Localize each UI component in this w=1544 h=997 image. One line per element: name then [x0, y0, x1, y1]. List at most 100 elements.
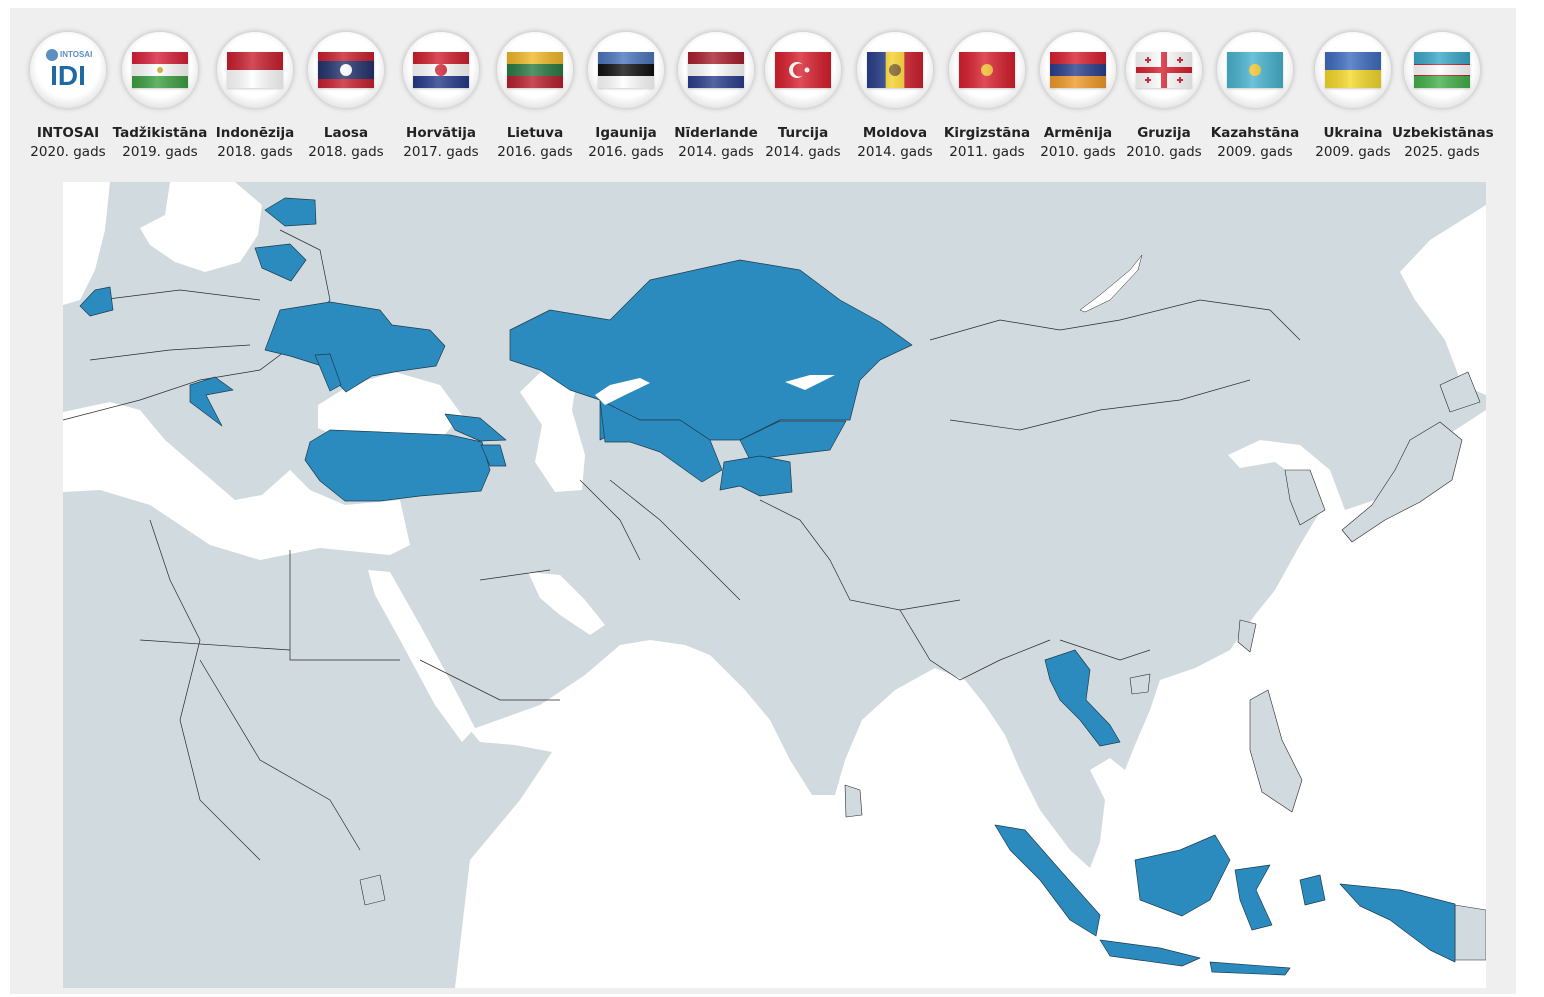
- partner-name: Nīderlande: [674, 125, 758, 141]
- partner-flags-row: INTOSAI IDI INTOSAI 2020. gads Tadžikistāna 2…: [10, 8, 1516, 173]
- partner-1: INTOSAI IDI INTOSAI 2020. gads: [18, 8, 118, 162]
- sea-of-okhotsk: [1400, 205, 1486, 395]
- partner-year: 2011. gads: [949, 144, 1025, 160]
- highlighted-country-indonesia-borneo: [1134, 834, 1231, 917]
- mediterranean-sea: [63, 402, 410, 560]
- partner-year: 2010. gads: [1126, 144, 1202, 160]
- partner-15: Ukraina 2009. gads: [1303, 8, 1403, 162]
- taiwan: [1237, 619, 1257, 653]
- new-guinea-east: [1454, 904, 1486, 961]
- partner-name: Horvātija: [406, 125, 476, 141]
- partner-2: Tadžikistāna 2019. gads: [110, 8, 210, 162]
- flag-icon: [765, 32, 841, 108]
- flag-icon: [1217, 32, 1293, 108]
- lake-baikal: [1079, 254, 1143, 313]
- partner-year: 2014. gads: [678, 144, 754, 160]
- partner-4: Laosa 2018. gads: [296, 8, 396, 162]
- highlighted-country-moldova: [314, 353, 342, 392]
- japan: [1341, 421, 1463, 543]
- highlighted-country-lithuania: [254, 243, 307, 282]
- highlighted-country-indonesia-maluku: [1299, 874, 1326, 906]
- partner-name: Indonēzija: [215, 125, 295, 141]
- country-border: [579, 479, 641, 561]
- country-border: [929, 299, 1301, 341]
- partner-name: Turcija: [777, 125, 829, 141]
- north-sea: [63, 182, 110, 305]
- partner-year: 2016. gads: [497, 144, 573, 160]
- lake-balkhash: [785, 375, 835, 390]
- partner-9: Turcija 2014. gads: [753, 8, 853, 162]
- caspian-sea: [520, 365, 585, 492]
- highlighted-country-georgia: [444, 413, 507, 442]
- indian-pacific-ocean: [455, 410, 1486, 988]
- highlighted-country-estonia: [264, 197, 317, 227]
- black-sea: [318, 372, 462, 442]
- flag-icon: [122, 32, 198, 108]
- partner-6: Lietuva 2016. gads: [485, 8, 585, 162]
- highlighted-country-indonesia-sumatra: [994, 824, 1101, 937]
- country-border: [63, 229, 331, 421]
- intosai-idi-logo: INTOSAI IDI: [30, 32, 106, 108]
- flag-icon: [1315, 32, 1391, 108]
- svg-text:INTOSAI: INTOSAI: [60, 50, 92, 59]
- baltic-sea: [140, 182, 262, 272]
- philippines: [1249, 689, 1303, 813]
- hainan: [1129, 673, 1151, 695]
- partner-10: Moldova 2014. gads: [845, 8, 945, 162]
- partner-name: Kirgizstāna: [943, 125, 1031, 141]
- partner-countries-map: [63, 182, 1486, 988]
- flag-icon: [1404, 32, 1480, 108]
- flag-icon: [497, 32, 573, 108]
- country-border: [419, 659, 560, 701]
- partner-year: 2018. gads: [308, 144, 384, 160]
- country-border: [759, 499, 961, 611]
- country-border: [89, 344, 251, 361]
- partner-name: Ukraina: [1323, 125, 1383, 141]
- partner-7: Igaunija 2016. gads: [576, 8, 676, 162]
- partner-year: 2017. gads: [403, 144, 479, 160]
- highlighted-country-indonesia-lesser-sunda: [1209, 961, 1291, 976]
- country-border: [899, 609, 1051, 681]
- highlighted-country-croatia: [189, 376, 234, 427]
- partner-year: 2020. gads: [30, 144, 106, 160]
- highlighted-country-netherlands: [79, 286, 114, 317]
- country-border: [139, 639, 291, 651]
- partner-8: Nīderlande 2014. gads: [666, 8, 766, 162]
- partner-12: Armēnija 2010. gads: [1028, 8, 1128, 162]
- partner-3: Indonēzija 2018. gads: [205, 8, 305, 162]
- partner-name: Kazahstāna: [1210, 125, 1300, 141]
- flag-icon: [949, 32, 1025, 108]
- red-sea: [368, 570, 475, 742]
- country-border: [149, 519, 261, 861]
- highlighted-country-tajikistan: [719, 455, 793, 497]
- country-border: [199, 659, 361, 851]
- flag-icon: [217, 32, 293, 108]
- country-border: [949, 379, 1251, 431]
- country-border: [99, 289, 261, 301]
- partner-year: 2014. gads: [765, 144, 841, 160]
- partner-year: 2009. gads: [1315, 144, 1391, 160]
- partner-year: 2010. gads: [1040, 144, 1116, 160]
- partner-name: Tadžikistāna: [112, 125, 208, 141]
- partner-year: 2014. gads: [857, 144, 933, 160]
- flag-icon: [857, 32, 933, 108]
- partner-16: Uzbekistānas 2025. gads: [1392, 8, 1494, 162]
- highlighted-country-uzbekistan: [599, 399, 723, 483]
- partner-year: 2025. gads: [1404, 144, 1480, 160]
- partner-name: INTOSAI: [36, 125, 100, 141]
- country-border: [289, 550, 400, 661]
- partner-name: Lietuva: [506, 125, 564, 141]
- partner-name: Uzbekistānas: [1392, 125, 1494, 141]
- highlighted-country-laos: [1044, 649, 1121, 747]
- partner-name: Igaunija: [595, 125, 657, 141]
- persian-gulf: [528, 572, 605, 635]
- country-border: [609, 479, 741, 601]
- partner-14: Kazahstāna 2009. gads: [1205, 8, 1305, 162]
- hokkaido: [1439, 371, 1481, 413]
- sri-lanka: [844, 784, 863, 818]
- highlighted-country-indonesia-java: [1099, 939, 1201, 967]
- svg-text:IDI: IDI: [50, 60, 86, 91]
- flag-icon: [588, 32, 664, 108]
- highlighted-country-turkey: [304, 429, 491, 502]
- partner-year: 2018. gads: [217, 144, 293, 160]
